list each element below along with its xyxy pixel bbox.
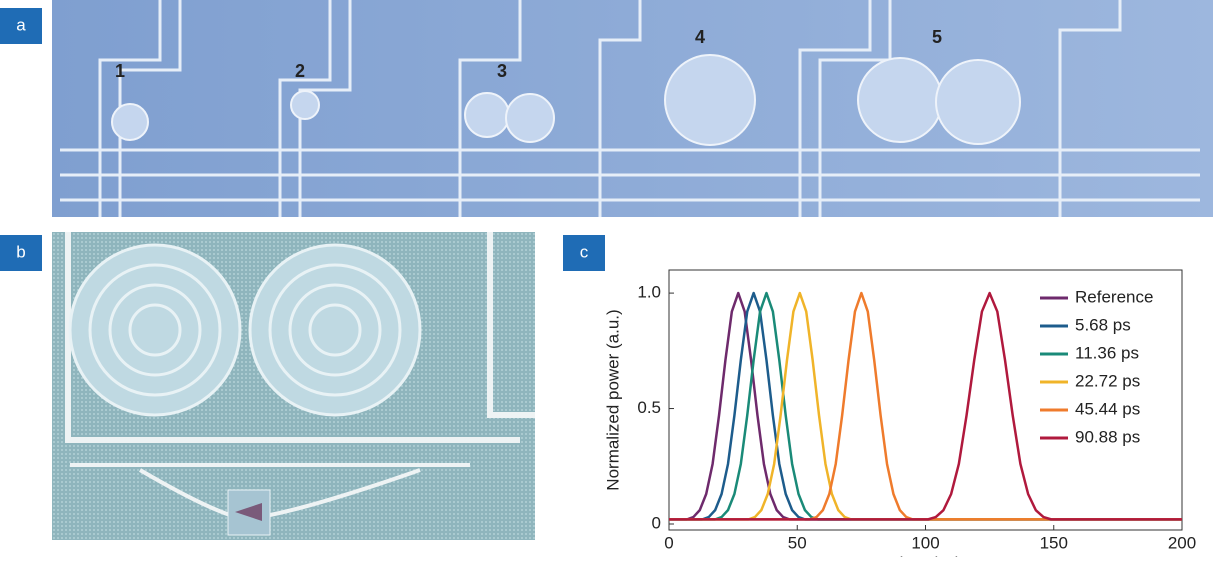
panel-a: 1 2 3 4 5 xyxy=(52,0,1213,217)
legend-label: 5.68 ps xyxy=(1075,315,1131,334)
device-number: 1 xyxy=(115,61,125,81)
device-number: 2 xyxy=(295,61,305,81)
panel-b xyxy=(52,232,535,540)
x-tick-label: 150 xyxy=(1040,533,1068,552)
micrograph-a xyxy=(52,0,1213,217)
chart-c: 0 50 100 150 200 0 0.5 1.0 Time (ps) Normalized p… xyxy=(603,270,1196,557)
legend-label: 45.44 ps xyxy=(1075,399,1140,418)
y-tick-label: 0.5 xyxy=(637,398,661,417)
y-tick-label: 1.0 xyxy=(637,283,661,302)
x-tick-label: 0 xyxy=(664,533,673,552)
device-number: 4 xyxy=(695,27,705,47)
x-tick-label: 50 xyxy=(788,533,807,552)
device-number: 3 xyxy=(497,61,507,81)
panel-label: c xyxy=(580,242,589,261)
legend-label: Reference xyxy=(1075,287,1153,306)
x-tick-label: 100 xyxy=(911,533,939,552)
panel-label: a xyxy=(16,15,26,34)
y-axis-label: Normalized power (a.u.) xyxy=(603,309,622,490)
y-tick-label: 0 xyxy=(652,513,661,532)
figure: 1 2 3 4 5 a b c 0 50 100 150 200 0 0.5 1.0 Time … xyxy=(0,0,1213,557)
x-axis-label: Time (ps) xyxy=(890,553,961,557)
legend-label: 90.88 ps xyxy=(1075,427,1140,446)
x-tick-label: 200 xyxy=(1168,533,1196,552)
panel-label: b xyxy=(16,242,25,261)
legend-label: 22.72 ps xyxy=(1075,371,1140,390)
legend-label: 11.36 ps xyxy=(1075,343,1139,362)
device-number: 5 xyxy=(932,27,942,47)
